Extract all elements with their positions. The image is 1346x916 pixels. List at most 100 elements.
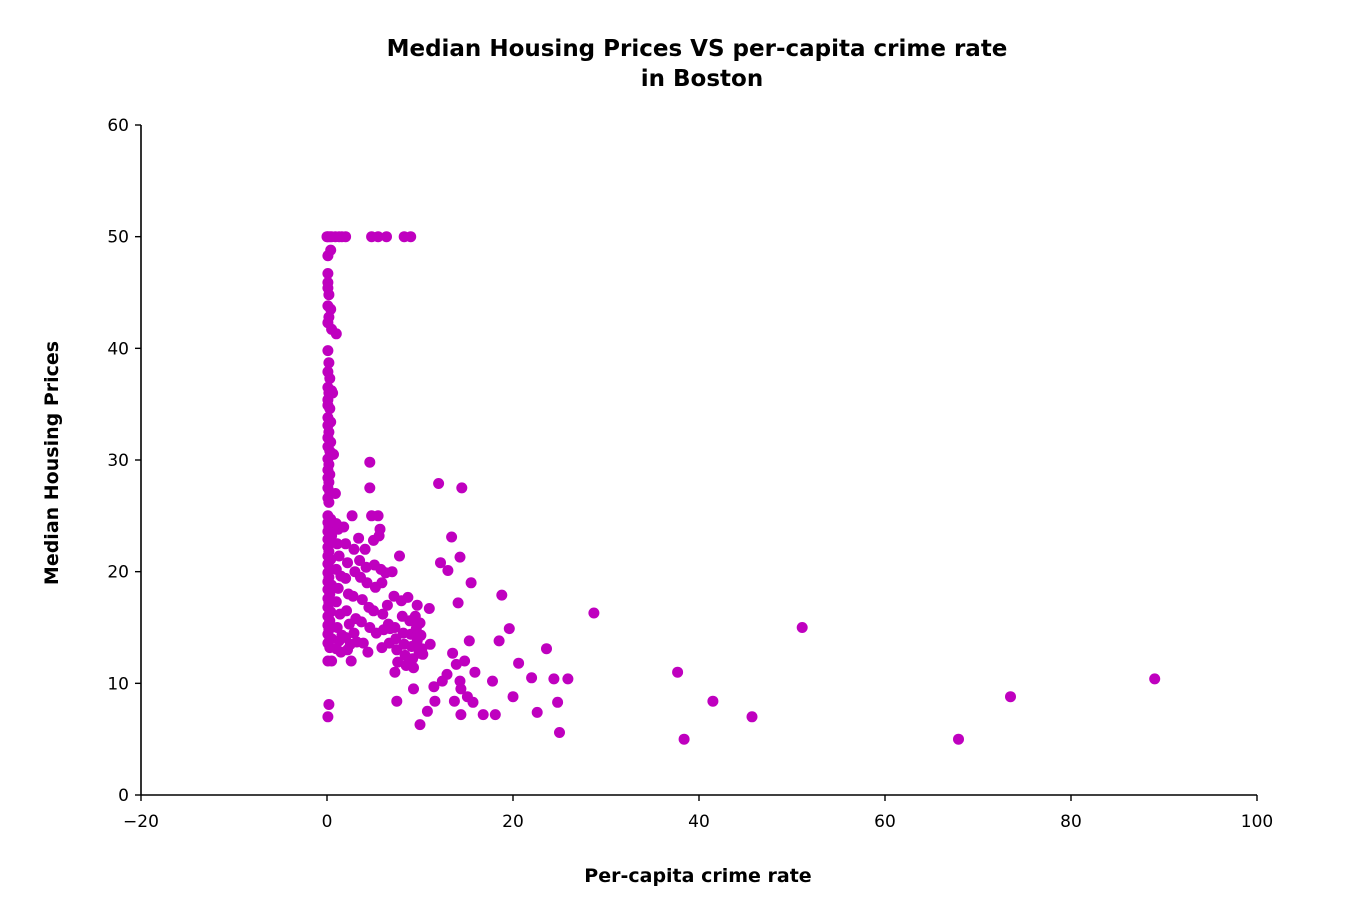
x-tick-label: 40 — [688, 812, 710, 832]
data-point — [435, 557, 446, 569]
data-point — [459, 655, 471, 667]
data-point — [465, 577, 477, 589]
data-point — [707, 695, 719, 707]
data-point — [405, 231, 417, 243]
data-point — [342, 644, 353, 656]
chart-title-line-2: in Boston — [641, 66, 763, 92]
data-point — [340, 572, 352, 584]
data-point — [678, 733, 690, 745]
data-point — [330, 596, 342, 608]
data-point — [441, 668, 453, 680]
data-point — [338, 521, 350, 533]
data-point — [389, 666, 401, 678]
data-point — [469, 666, 481, 678]
x-tick-label: 60 — [874, 812, 896, 832]
data-point — [433, 478, 445, 489]
data-point — [496, 589, 508, 601]
data-point — [452, 597, 464, 609]
data-point — [392, 656, 404, 668]
data-point — [389, 622, 401, 633]
data-point — [364, 456, 376, 468]
data-point — [531, 706, 543, 718]
data-point — [333, 550, 345, 562]
data-point — [455, 709, 467, 721]
x-ticks: −20 0 20 40 60 80 100 — [123, 795, 1273, 832]
data-point — [348, 543, 360, 555]
data-point — [328, 448, 339, 460]
data-point — [414, 719, 426, 731]
data-point — [411, 599, 423, 611]
data-point — [377, 608, 389, 620]
data-point — [493, 635, 505, 647]
data-point — [341, 605, 352, 617]
data-point — [429, 695, 441, 707]
data-point — [672, 666, 684, 678]
data-point — [477, 709, 489, 721]
data-point — [796, 622, 808, 633]
data-point — [324, 403, 336, 415]
data-point — [348, 627, 360, 639]
data-point — [513, 657, 525, 669]
x-tick-label: −20 — [123, 812, 159, 832]
data-point — [456, 482, 468, 494]
data-point — [417, 648, 429, 660]
data-point — [1149, 673, 1161, 685]
plot-axes — [140, 125, 1257, 796]
data-point — [746, 711, 758, 723]
y-tick-label: 0 — [118, 786, 129, 806]
data-point — [327, 387, 339, 399]
data-point — [346, 510, 358, 522]
data-point — [357, 637, 369, 649]
data-point — [447, 647, 459, 659]
y-tick-label: 30 — [107, 451, 129, 471]
data-point — [326, 655, 338, 667]
data-point — [554, 727, 565, 738]
x-tick-label: 100 — [1241, 812, 1273, 832]
data-point — [423, 603, 435, 614]
data-point — [414, 617, 426, 629]
x-axis-label: Per-capita crime rate — [584, 865, 811, 887]
data-point — [548, 673, 560, 685]
data-points — [321, 231, 1161, 745]
y-tick-label: 60 — [107, 116, 129, 136]
data-point — [489, 709, 501, 721]
data-point — [424, 638, 436, 650]
data-point — [394, 550, 405, 562]
data-point — [390, 633, 402, 645]
data-point — [372, 231, 384, 243]
data-point — [381, 231, 392, 243]
data-point — [361, 577, 373, 589]
data-point — [332, 582, 344, 594]
data-point — [408, 662, 419, 674]
data-point — [364, 482, 376, 494]
x-tick-label: 80 — [1060, 812, 1082, 832]
y-tick-label: 50 — [107, 228, 129, 248]
data-point — [323, 357, 335, 369]
y-axis-label: Median Housing Prices — [41, 341, 63, 585]
data-point — [450, 658, 462, 670]
data-point — [428, 681, 440, 693]
data-point — [376, 577, 388, 589]
data-point — [340, 538, 352, 550]
data-point — [421, 705, 433, 717]
data-point — [467, 696, 479, 708]
data-point — [345, 655, 357, 667]
data-point — [526, 672, 538, 684]
data-point — [381, 599, 393, 611]
data-point — [487, 675, 498, 687]
data-point — [325, 244, 337, 256]
chart-title-line-1: Median Housing Prices VS per-capita crim… — [387, 36, 1008, 62]
data-point — [552, 696, 564, 708]
data-point — [342, 557, 353, 569]
data-point — [323, 496, 335, 508]
x-tick-label: 0 — [322, 812, 333, 832]
y-tick-label: 20 — [107, 563, 129, 583]
data-point — [541, 643, 552, 655]
x-tick-label: 20 — [502, 812, 524, 832]
data-point — [331, 538, 343, 550]
data-point — [340, 231, 352, 243]
data-point — [588, 607, 600, 619]
data-point — [323, 699, 335, 710]
y-ticks: 0 10 20 30 40 50 60 — [107, 116, 141, 806]
